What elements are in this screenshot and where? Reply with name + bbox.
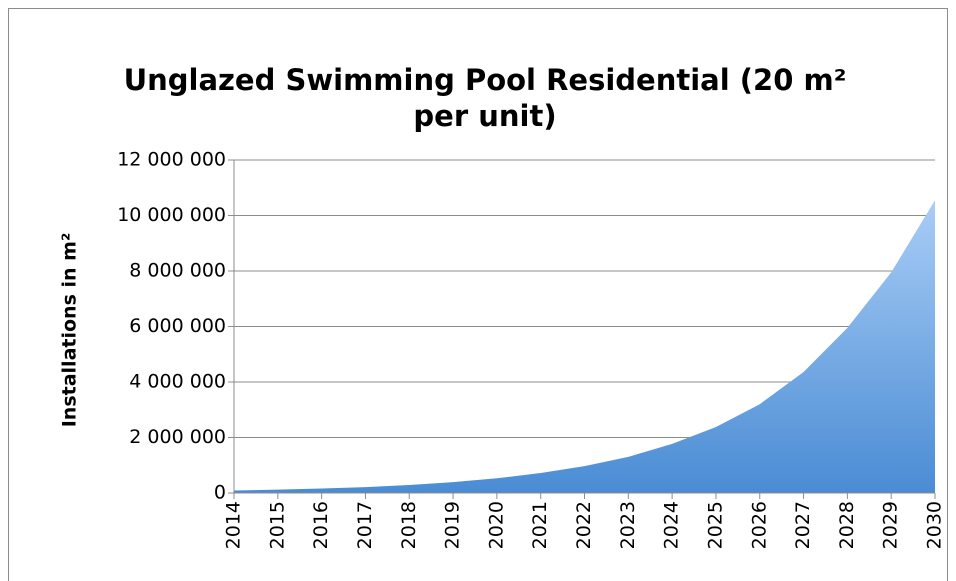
y-tick-label: 6 000 000 — [129, 315, 226, 337]
chart-title: Unglazed Swimming Pool Residential (20 m… — [123, 63, 847, 133]
y-tick-label: 8 000 000 — [129, 260, 226, 282]
y-tick-label: 4 000 000 — [129, 371, 226, 393]
area — [234, 200, 935, 494]
x-tick-label: 2026 — [748, 501, 770, 549]
x-tick-label: 2029 — [880, 501, 902, 549]
x-tick-label: 2015 — [266, 501, 288, 549]
x-tick-label: 2022 — [573, 501, 595, 549]
x-tick-label: 2024 — [661, 501, 683, 549]
frame — [8, 8, 948, 581]
y-tick-label: 12 000 000 — [117, 149, 226, 171]
x-tick-label: 2016 — [310, 501, 332, 549]
x-tick-label: 2027 — [792, 501, 814, 549]
y-tick-label: 10 000 000 — [117, 204, 226, 226]
x-tick-label: 2014 — [223, 501, 245, 549]
y-tick-label: 2 000 000 — [129, 426, 226, 448]
x-tick-label: 2017 — [354, 501, 376, 549]
x-tick-label: 2018 — [398, 501, 420, 549]
y-axis-label: Installations in m² — [59, 233, 81, 428]
x-tick-label: 2021 — [529, 501, 551, 549]
y-tick-label: 0 — [214, 482, 226, 504]
x-tick-label: 2025 — [704, 501, 726, 549]
x-tick-label: 2028 — [836, 501, 858, 549]
x-tick-label: 2019 — [442, 501, 464, 549]
x-tick-label: 2023 — [617, 501, 639, 549]
x-tick-label: 2030 — [924, 501, 946, 549]
x-tick-label: 2020 — [485, 501, 507, 549]
